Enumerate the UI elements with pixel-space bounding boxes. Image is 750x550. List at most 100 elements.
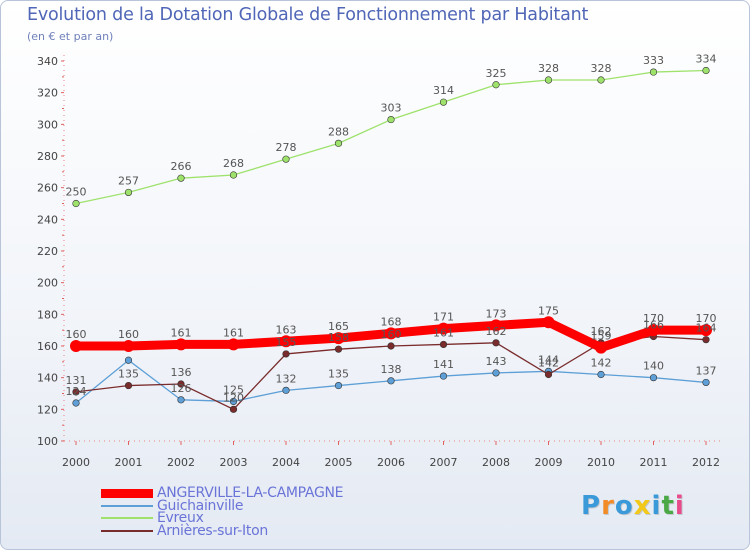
data-label: 163 bbox=[276, 323, 297, 336]
data-label: 168 bbox=[381, 315, 402, 328]
x-tick-label: 2011 bbox=[640, 456, 668, 469]
data-label: 161 bbox=[171, 326, 192, 339]
data-label: 125 bbox=[223, 383, 244, 396]
data-point bbox=[700, 324, 712, 337]
x-tick-label: 2003 bbox=[220, 456, 248, 469]
data-point bbox=[282, 350, 290, 358]
data-point bbox=[227, 338, 240, 351]
data-point bbox=[490, 319, 502, 332]
data-label: 166 bbox=[643, 319, 664, 332]
y-tick-label: 140 bbox=[37, 372, 58, 385]
data-point bbox=[544, 370, 553, 379]
data-point bbox=[334, 139, 343, 147]
y-tick-label: 180 bbox=[37, 308, 58, 321]
data-point bbox=[647, 324, 660, 337]
data-label: 155 bbox=[276, 336, 297, 349]
data-label: 303 bbox=[381, 102, 402, 115]
legend-label: ANGERVILLE-LA-CAMPAGNE bbox=[157, 485, 344, 501]
data-point bbox=[597, 76, 605, 84]
data-label: 126 bbox=[171, 382, 192, 395]
data-label: 137 bbox=[696, 364, 717, 377]
chart-title: Evolution de la Dotation Globale de Fonc… bbox=[27, 5, 589, 25]
legend-swatch bbox=[101, 504, 153, 507]
data-point bbox=[387, 115, 395, 124]
y-tick-label: 200 bbox=[37, 277, 58, 290]
x-tick-label: 2001 bbox=[115, 456, 143, 469]
data-label: 173 bbox=[486, 307, 507, 320]
data-label: 124 bbox=[66, 385, 87, 398]
data-label: 162 bbox=[591, 325, 612, 338]
y-tick-label: 320 bbox=[37, 87, 58, 100]
data-point bbox=[124, 188, 133, 197]
y-tick-label: 280 bbox=[37, 150, 58, 163]
data-label: 142 bbox=[538, 357, 559, 370]
data-label: 250 bbox=[66, 186, 87, 199]
data-label: 132 bbox=[276, 372, 297, 385]
series-line-2 bbox=[75, 69, 707, 205]
data-point bbox=[122, 340, 135, 352]
data-label: 161 bbox=[433, 326, 454, 339]
data-label: 164 bbox=[696, 322, 717, 335]
data-label: 142 bbox=[591, 357, 612, 370]
data-point bbox=[439, 372, 448, 380]
data-label: 131 bbox=[66, 374, 87, 387]
data-label: 160 bbox=[66, 328, 87, 341]
data-point bbox=[229, 171, 238, 179]
data-point bbox=[175, 338, 187, 351]
data-point bbox=[124, 356, 133, 364]
data-label: 143 bbox=[486, 355, 507, 368]
x-tick-label: 2006 bbox=[377, 456, 405, 469]
data-point bbox=[229, 405, 238, 413]
data-point bbox=[332, 332, 345, 345]
data-point bbox=[649, 68, 658, 76]
data-point bbox=[649, 374, 658, 382]
y-tick-label: 220 bbox=[37, 245, 58, 258]
y-tick-label: 260 bbox=[37, 182, 58, 195]
data-label: 268 bbox=[223, 157, 244, 170]
data-label: 278 bbox=[276, 141, 297, 154]
y-tick-label: 340 bbox=[37, 55, 58, 68]
data-label: 288 bbox=[328, 125, 349, 138]
data-point bbox=[437, 322, 450, 335]
data-point bbox=[492, 81, 500, 89]
data-point bbox=[595, 341, 607, 354]
data-label: 175 bbox=[538, 304, 559, 317]
x-tick-label: 2012 bbox=[692, 456, 720, 469]
y-tick-label: 160 bbox=[37, 340, 58, 353]
data-point bbox=[70, 340, 82, 352]
x-tick-label: 2004 bbox=[272, 456, 300, 469]
data-label: 334 bbox=[696, 53, 717, 66]
x-tick-label: 2007 bbox=[430, 456, 458, 469]
data-point bbox=[177, 396, 185, 404]
data-point bbox=[334, 345, 343, 353]
data-label: 314 bbox=[433, 84, 454, 97]
data-point bbox=[385, 327, 397, 340]
data-point bbox=[387, 342, 395, 350]
data-point bbox=[280, 335, 292, 348]
data-label: 136 bbox=[171, 366, 192, 379]
data-point bbox=[597, 370, 605, 379]
data-label: 138 bbox=[381, 363, 402, 376]
data-label: 159 bbox=[591, 330, 612, 343]
data-label: 135 bbox=[118, 368, 139, 381]
data-point bbox=[282, 155, 290, 163]
legend-label: Arnières-sur-Iton bbox=[157, 522, 268, 539]
data-point bbox=[492, 369, 500, 377]
data-label: 325 bbox=[486, 67, 507, 80]
data-point bbox=[387, 377, 395, 385]
data-point bbox=[334, 381, 343, 390]
data-point bbox=[702, 336, 710, 344]
x-tick-label: 2005 bbox=[325, 456, 353, 469]
x-tick-label: 2008 bbox=[482, 456, 510, 469]
data-point bbox=[492, 339, 500, 347]
legend-label: Guichainville bbox=[157, 497, 244, 514]
data-point bbox=[439, 98, 448, 106]
data-point bbox=[72, 388, 80, 396]
data-point bbox=[124, 381, 133, 390]
y-tick-label: 240 bbox=[37, 213, 58, 226]
x-tick-label: 2000 bbox=[62, 456, 90, 469]
data-label: 160 bbox=[118, 328, 139, 341]
data-label: 170 bbox=[643, 312, 664, 325]
